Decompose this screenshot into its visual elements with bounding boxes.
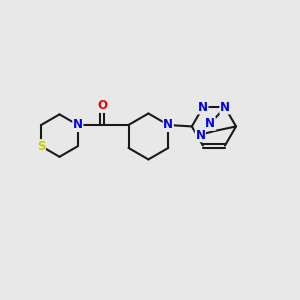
Text: N: N <box>198 101 208 114</box>
Text: N: N <box>163 118 173 131</box>
Text: S: S <box>37 140 45 153</box>
Text: N: N <box>205 117 215 130</box>
Text: N: N <box>220 101 230 114</box>
Text: N: N <box>73 118 83 131</box>
Text: N: N <box>195 129 206 142</box>
Text: O: O <box>97 99 107 112</box>
